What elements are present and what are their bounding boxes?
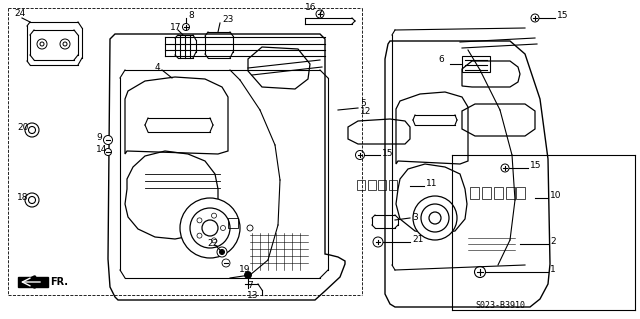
Circle shape bbox=[501, 164, 509, 172]
Text: S023-B3910: S023-B3910 bbox=[475, 300, 525, 309]
Text: 6: 6 bbox=[438, 56, 444, 64]
Circle shape bbox=[221, 226, 225, 231]
Circle shape bbox=[197, 233, 202, 238]
Text: 17: 17 bbox=[170, 23, 182, 32]
Bar bbox=[482, 187, 491, 199]
Circle shape bbox=[222, 259, 230, 267]
Text: 3: 3 bbox=[412, 212, 418, 221]
Circle shape bbox=[531, 14, 539, 22]
Circle shape bbox=[355, 151, 365, 160]
Circle shape bbox=[373, 237, 383, 247]
Text: 2: 2 bbox=[550, 238, 556, 247]
Text: 15: 15 bbox=[382, 149, 394, 158]
Text: 24: 24 bbox=[14, 10, 25, 19]
Bar bbox=[516, 187, 525, 199]
Circle shape bbox=[211, 213, 216, 218]
Circle shape bbox=[421, 204, 449, 232]
Text: 21: 21 bbox=[412, 235, 424, 244]
Bar bbox=[462, 56, 490, 72]
Bar bbox=[378, 180, 386, 190]
Circle shape bbox=[220, 249, 225, 255]
Circle shape bbox=[202, 220, 218, 236]
Bar bbox=[357, 180, 365, 190]
Text: 4: 4 bbox=[155, 63, 161, 72]
Text: 16: 16 bbox=[305, 4, 317, 12]
Circle shape bbox=[247, 225, 253, 231]
Polygon shape bbox=[18, 277, 48, 287]
Circle shape bbox=[197, 218, 202, 223]
Text: 22: 22 bbox=[207, 239, 218, 248]
Circle shape bbox=[182, 24, 189, 31]
Bar bbox=[494, 187, 503, 199]
Circle shape bbox=[217, 247, 227, 257]
Text: 13: 13 bbox=[247, 291, 259, 300]
Text: 18: 18 bbox=[17, 194, 29, 203]
Text: 10: 10 bbox=[550, 191, 561, 201]
Circle shape bbox=[190, 208, 230, 248]
Circle shape bbox=[40, 42, 44, 46]
Circle shape bbox=[29, 197, 35, 204]
Text: 11: 11 bbox=[426, 180, 438, 189]
Circle shape bbox=[429, 212, 441, 224]
Text: FR.: FR. bbox=[50, 277, 68, 287]
Circle shape bbox=[104, 149, 111, 155]
Circle shape bbox=[104, 136, 113, 145]
Circle shape bbox=[413, 196, 457, 240]
Text: 19: 19 bbox=[239, 265, 250, 275]
Circle shape bbox=[474, 266, 486, 278]
Text: 20: 20 bbox=[17, 123, 28, 132]
Circle shape bbox=[244, 271, 252, 278]
Circle shape bbox=[63, 42, 67, 46]
Bar bbox=[506, 187, 515, 199]
Circle shape bbox=[29, 127, 35, 133]
Text: 15: 15 bbox=[530, 161, 541, 170]
Circle shape bbox=[60, 39, 70, 49]
Text: 12: 12 bbox=[360, 108, 371, 116]
Text: 8: 8 bbox=[188, 11, 194, 19]
Text: 7: 7 bbox=[247, 280, 253, 290]
Circle shape bbox=[316, 10, 324, 18]
Bar bbox=[228, 218, 238, 228]
Circle shape bbox=[37, 39, 47, 49]
Circle shape bbox=[180, 198, 240, 258]
Text: 5: 5 bbox=[360, 99, 365, 108]
Circle shape bbox=[25, 193, 39, 207]
Bar bbox=[389, 180, 397, 190]
Text: 9: 9 bbox=[96, 133, 102, 143]
Circle shape bbox=[211, 238, 216, 243]
Bar bbox=[368, 180, 376, 190]
Text: 14: 14 bbox=[96, 145, 108, 154]
Bar bbox=[470, 187, 479, 199]
Text: 15: 15 bbox=[557, 11, 568, 20]
Text: 1: 1 bbox=[550, 265, 556, 275]
Circle shape bbox=[25, 123, 39, 137]
Text: 23: 23 bbox=[222, 14, 234, 24]
